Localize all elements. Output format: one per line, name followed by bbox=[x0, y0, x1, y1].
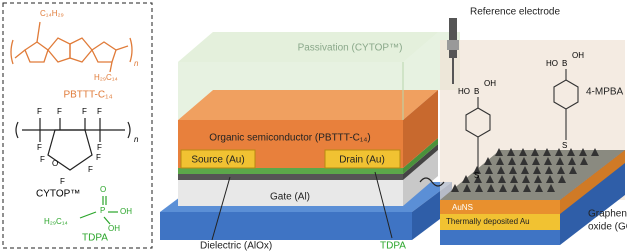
cytop-atom: F bbox=[37, 143, 42, 152]
tdpa-atom: P bbox=[100, 206, 105, 215]
tdpa-atom: OH bbox=[108, 224, 120, 233]
tdpa-chain: H₂₉C₁₄ bbox=[44, 217, 68, 226]
pbttt-structure bbox=[11, 22, 132, 72]
sensor-atom: B bbox=[474, 87, 479, 96]
graphene-oxide-label: oxide (GO) bbox=[588, 222, 627, 233]
drain-label: Drain (Au) bbox=[339, 155, 385, 166]
tdpa-name: TDPA bbox=[82, 233, 108, 244]
sensor-atom: S bbox=[562, 141, 567, 150]
cytop-structure bbox=[16, 118, 130, 170]
pbttt-side-chain-bottom: H₂₉C₁₄ bbox=[94, 73, 118, 82]
graphene-oxide-label: Graphene bbox=[588, 209, 627, 220]
passivation-label: Passivation (CYTOP™) bbox=[298, 43, 403, 54]
semiconductor-label: Organic semiconductor (PBTTT-C₁₄) bbox=[209, 133, 370, 144]
sensor-atom: OH bbox=[484, 79, 496, 88]
auns-label: AuNS bbox=[452, 203, 473, 212]
source-label: Source (Au) bbox=[191, 155, 244, 166]
sensor-atom: S bbox=[474, 171, 479, 180]
cytop-atom: F bbox=[97, 107, 102, 116]
sensor-atom: OH bbox=[572, 51, 584, 60]
cytop-atom: O bbox=[52, 159, 58, 168]
pbttt-side-chain-top: C₁₄H₂₉ bbox=[40, 9, 64, 18]
cytop-atom: F bbox=[60, 177, 65, 186]
cytop-atom: F bbox=[37, 107, 42, 116]
cytop-atom: F bbox=[82, 107, 87, 116]
tdpa-structure bbox=[80, 196, 118, 224]
cytop-atom: F bbox=[40, 155, 45, 164]
page: C₁₄H₂₉ H₂₉C₁₄ n PBTTT-C₁₄ F F F F F F F … bbox=[0, 0, 627, 252]
cytop-atom: F bbox=[57, 107, 62, 116]
sensor-atom: HO bbox=[546, 59, 558, 68]
sensor-atom: HO bbox=[458, 87, 470, 96]
au-layer-label: Thermally deposited Au bbox=[446, 217, 530, 226]
cytop-atom: F bbox=[96, 153, 101, 162]
molecule-label: 4-MPBA bbox=[586, 87, 624, 98]
diagram: C₁₄H₂₉ H₂₉C₁₄ n PBTTT-C₁₄ F F F F F F F … bbox=[0, 0, 627, 252]
reference-electrode-label: Reference electrode bbox=[470, 7, 560, 18]
dielectric-label: Dielectric (AlOx) bbox=[200, 241, 272, 252]
sensor-atom: B bbox=[562, 59, 567, 68]
cytop-atom: F bbox=[88, 165, 93, 174]
tdpa-atom: OH bbox=[120, 207, 132, 216]
cytop-atom: F bbox=[97, 143, 102, 152]
cytop-repeat: n bbox=[134, 135, 139, 144]
pbttt-repeat: n bbox=[134, 59, 139, 68]
cytop-name: CYTOP™ bbox=[36, 189, 80, 200]
tdpa-atom: O bbox=[100, 185, 106, 194]
gate-label: Gate (Al) bbox=[270, 192, 310, 203]
pbttt-name: PBTTT-C₁₄ bbox=[63, 90, 112, 101]
device-tdpa-label: TDPA bbox=[380, 241, 406, 252]
